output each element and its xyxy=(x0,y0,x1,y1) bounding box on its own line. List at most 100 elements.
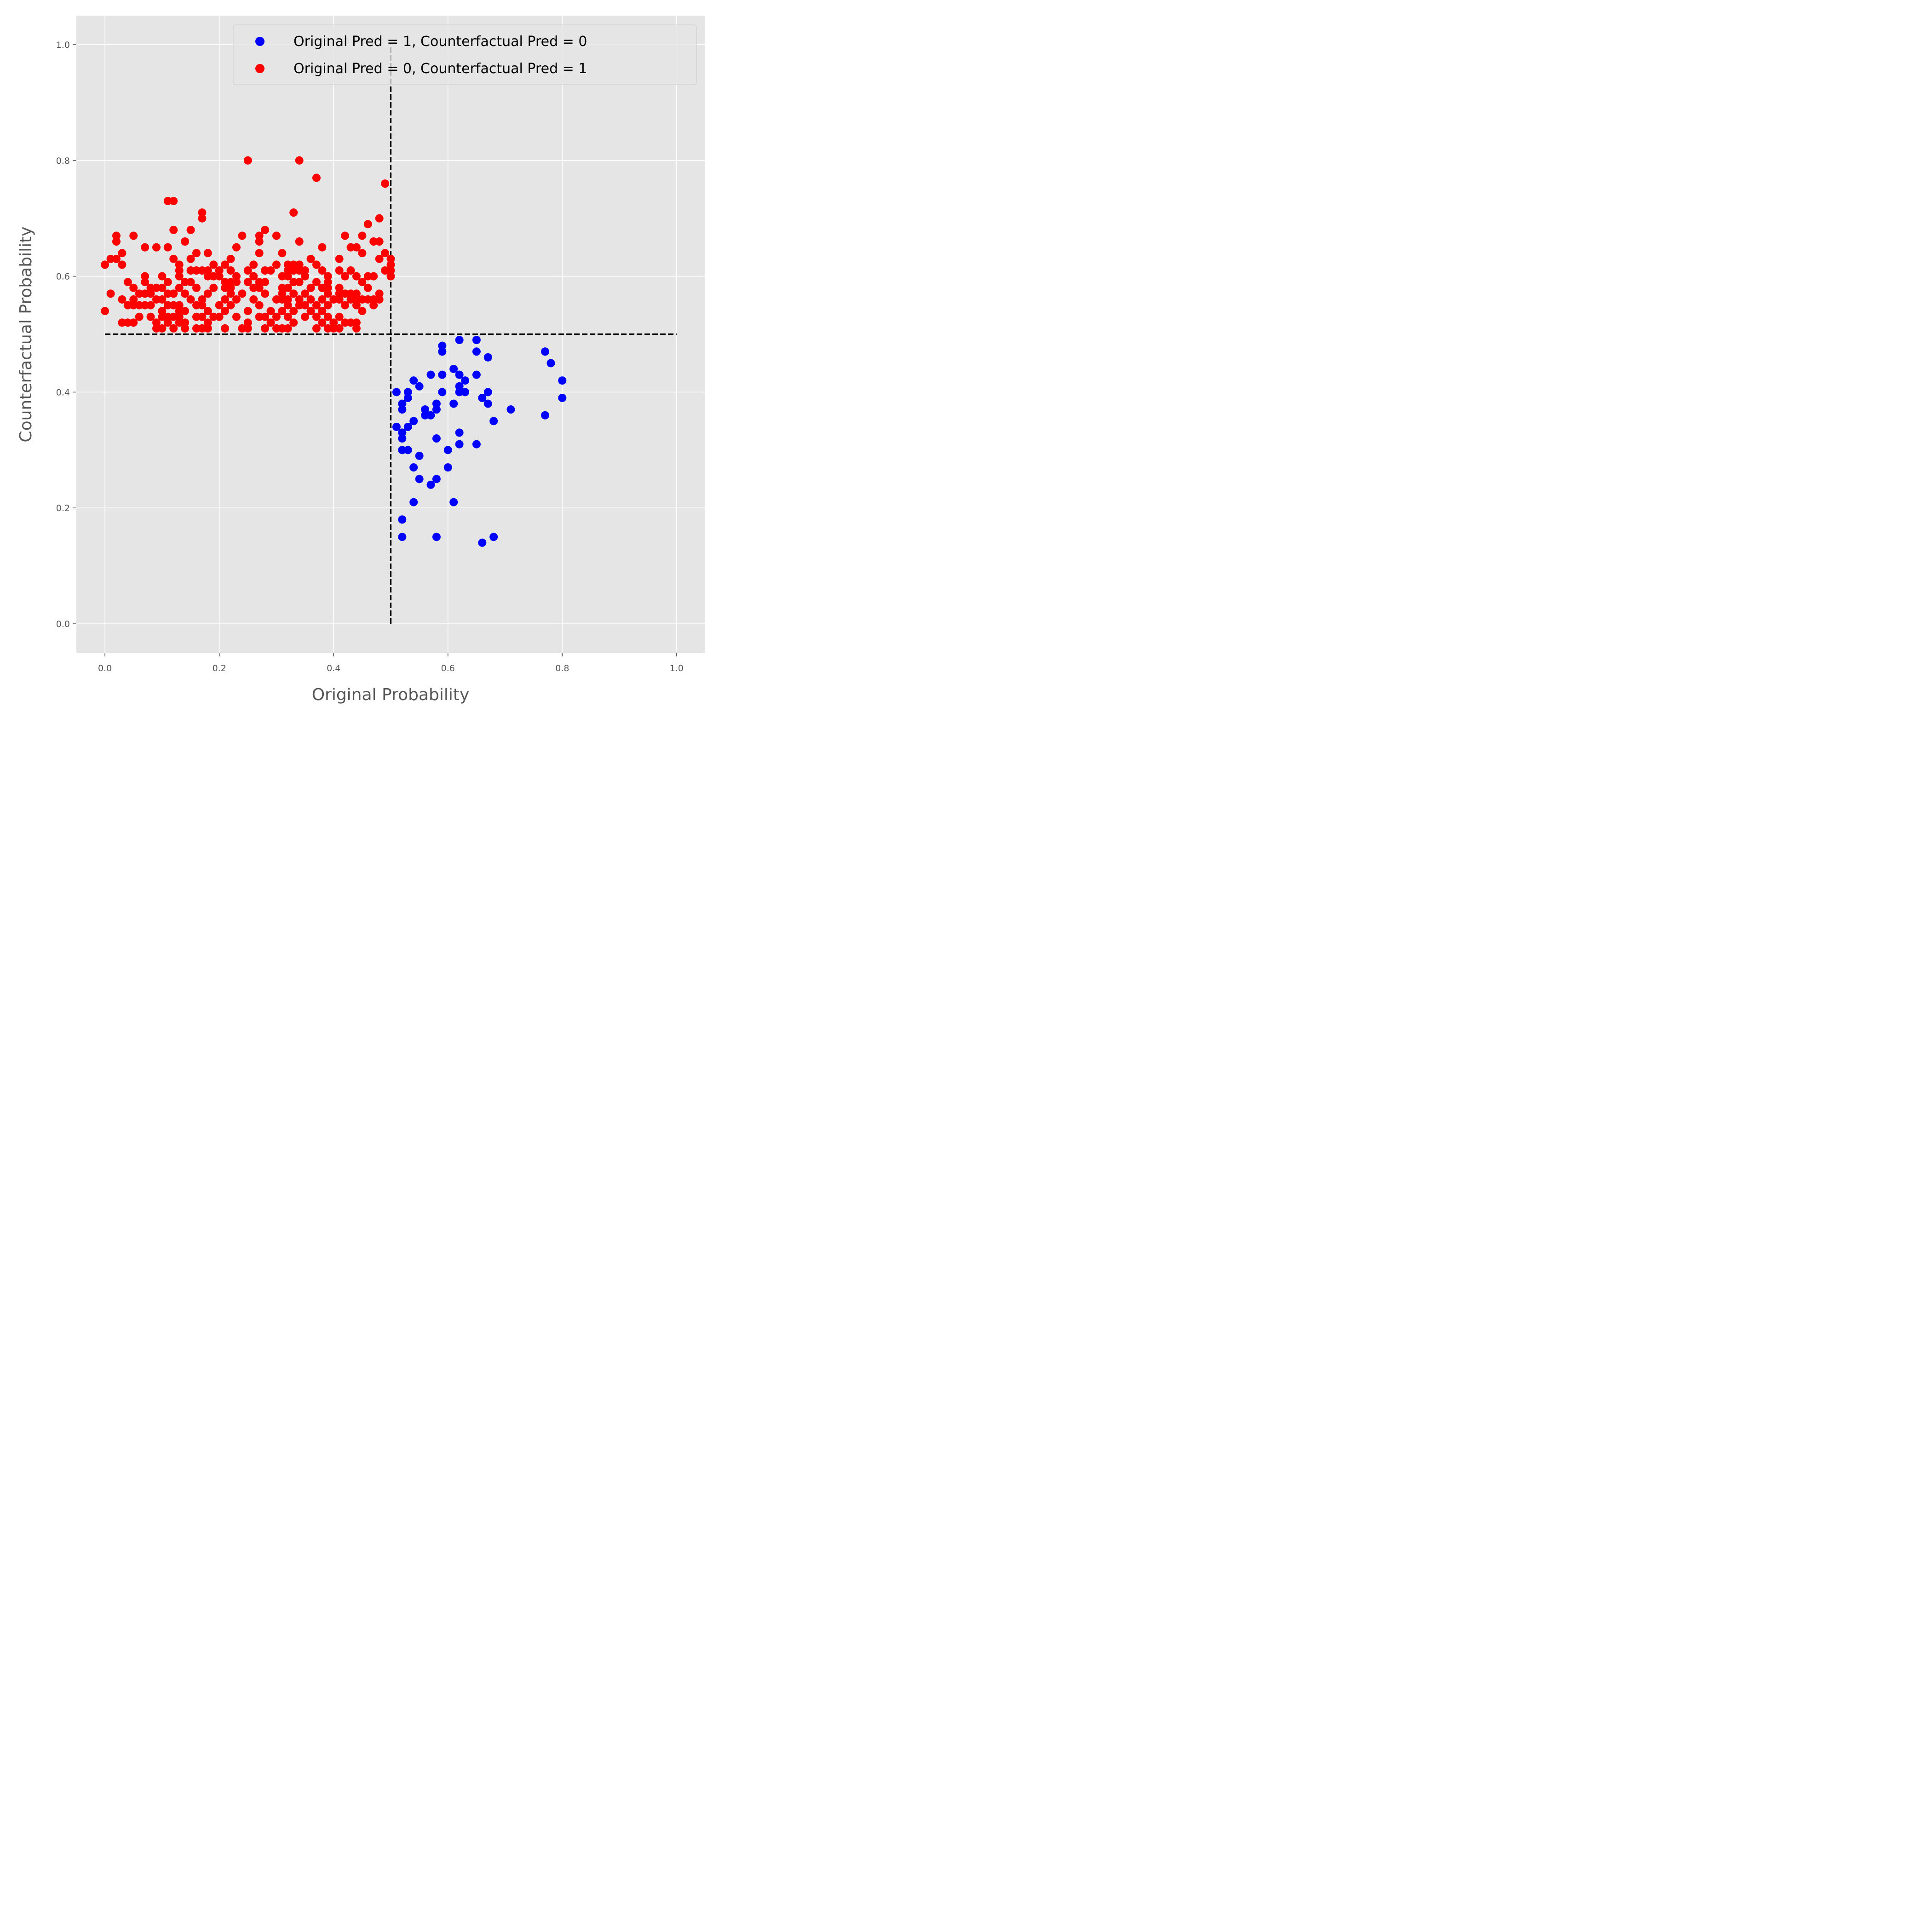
data-point xyxy=(363,283,372,292)
data-point xyxy=(186,295,195,304)
data-point xyxy=(181,324,190,333)
data-point xyxy=(398,515,407,524)
data-point xyxy=(398,533,407,541)
data-point xyxy=(198,324,207,333)
data-point xyxy=(243,156,252,165)
data-point xyxy=(146,301,155,310)
data-point xyxy=(318,318,327,327)
data-point xyxy=(112,254,121,263)
data-point xyxy=(478,394,487,402)
data-point xyxy=(146,289,155,298)
data-point xyxy=(375,295,384,304)
data-point xyxy=(335,283,344,292)
data-point xyxy=(306,254,315,263)
data-point xyxy=(141,301,150,310)
data-point xyxy=(381,179,390,188)
data-point xyxy=(358,307,367,316)
data-point xyxy=(226,266,235,275)
data-point xyxy=(409,376,418,385)
data-point xyxy=(232,243,241,252)
data-point xyxy=(438,370,447,379)
data-point xyxy=(289,208,298,217)
data-point xyxy=(289,260,298,269)
data-point xyxy=(123,301,132,310)
data-point xyxy=(158,312,167,321)
data-point xyxy=(129,295,138,304)
data-point xyxy=(341,231,350,240)
data-point xyxy=(306,307,315,316)
data-point xyxy=(295,237,304,246)
data-point xyxy=(152,318,161,327)
data-point xyxy=(215,312,224,321)
data-point xyxy=(546,359,555,368)
data-point xyxy=(249,283,258,292)
data-point xyxy=(261,312,270,321)
data-point xyxy=(221,324,230,333)
data-point xyxy=(409,417,418,426)
data-point xyxy=(295,260,304,269)
data-point xyxy=(118,318,126,327)
data-point xyxy=(289,318,298,327)
data-point xyxy=(369,301,378,310)
data-point xyxy=(175,307,184,316)
data-point xyxy=(432,475,441,483)
data-point xyxy=(483,353,492,362)
data-point xyxy=(221,295,230,304)
data-point xyxy=(192,324,201,333)
data-point xyxy=(318,243,327,252)
data-point xyxy=(175,260,184,269)
data-point xyxy=(158,295,167,304)
data-point xyxy=(181,237,190,246)
data-point xyxy=(403,394,412,402)
data-point xyxy=(118,260,126,269)
data-point xyxy=(295,156,304,165)
data-point xyxy=(398,446,407,454)
data-point xyxy=(438,347,447,356)
data-point xyxy=(346,289,355,298)
data-point xyxy=(455,382,464,391)
data-point xyxy=(392,388,401,397)
data-point xyxy=(312,278,321,287)
data-point xyxy=(455,370,464,379)
data-point xyxy=(175,301,184,310)
data-point xyxy=(255,283,264,292)
data-point xyxy=(352,289,361,298)
data-point xyxy=(175,266,184,275)
data-point xyxy=(341,318,350,327)
data-point xyxy=(198,266,207,275)
data-point xyxy=(255,278,264,287)
data-point xyxy=(135,312,144,321)
data-point xyxy=(278,307,287,316)
data-point xyxy=(461,376,470,385)
data-point xyxy=(203,324,212,333)
data-point xyxy=(118,249,126,258)
data-point xyxy=(318,295,327,304)
data-point xyxy=(266,307,275,316)
data-point xyxy=(152,243,161,252)
data-point xyxy=(261,225,270,234)
data-point xyxy=(243,266,252,275)
data-point xyxy=(278,283,287,292)
data-point xyxy=(215,266,224,275)
data-point xyxy=(163,243,172,252)
data-point xyxy=(255,237,264,246)
data-point xyxy=(181,318,190,327)
data-point xyxy=(192,266,201,275)
data-point xyxy=(169,312,178,321)
data-point xyxy=(158,283,167,292)
data-point xyxy=(415,451,424,460)
data-point xyxy=(369,272,378,281)
data-point xyxy=(175,272,184,281)
data-point xyxy=(295,278,304,287)
data-point xyxy=(141,243,150,252)
data-point xyxy=(238,231,247,240)
data-point xyxy=(243,324,252,333)
data-point xyxy=(301,312,310,321)
legend: Original Pred = 1, Counterfactual Pred =… xyxy=(233,24,697,85)
data-point xyxy=(169,225,178,234)
data-point xyxy=(278,324,287,333)
data-point xyxy=(129,301,138,310)
x-tick-label: 0.8 xyxy=(555,663,569,673)
data-point xyxy=(146,312,155,321)
data-point xyxy=(192,283,201,292)
